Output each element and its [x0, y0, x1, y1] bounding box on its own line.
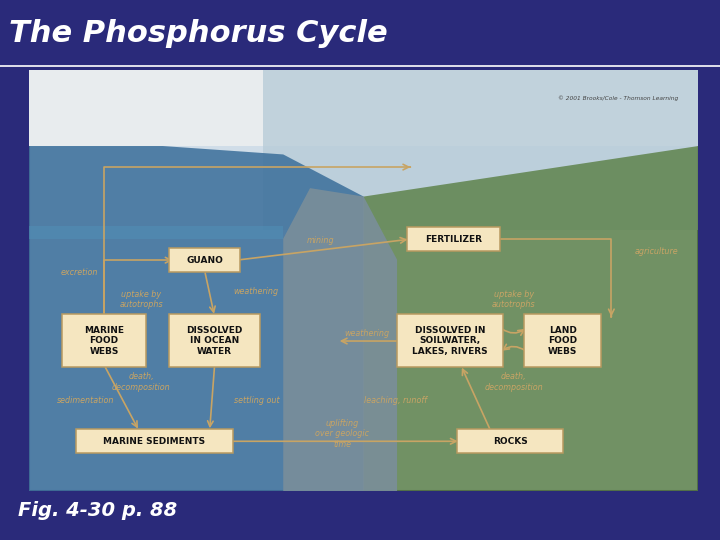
FancyBboxPatch shape [397, 314, 503, 367]
Text: leaching, runoff: leaching, runoff [364, 396, 427, 406]
Text: uptake by
autotrophs: uptake by autotrophs [492, 290, 536, 309]
Text: death,
decomposition: death, decomposition [485, 372, 543, 391]
Text: excretion: excretion [60, 268, 98, 277]
Text: mining: mining [306, 237, 334, 245]
Text: ROCKS: ROCKS [493, 437, 528, 446]
Text: LAND
FOOD
WEBS: LAND FOOD WEBS [548, 326, 577, 356]
Polygon shape [29, 146, 364, 491]
Text: DISSOLVED
IN OCEAN
WATER: DISSOLVED IN OCEAN WATER [186, 326, 243, 356]
Text: MARINE SEDIMENTS: MARINE SEDIMENTS [103, 437, 205, 446]
Text: weathering: weathering [344, 329, 390, 338]
Text: settling out: settling out [234, 396, 279, 406]
Text: Fig. 4-30 p. 88: Fig. 4-30 p. 88 [18, 501, 177, 520]
Text: The Phosphorus Cycle: The Phosphorus Cycle [9, 19, 387, 48]
Text: uptake by
autotrophs: uptake by autotrophs [120, 290, 163, 309]
Text: weathering: weathering [233, 287, 278, 296]
Text: MARINE
FOOD
WEBS: MARINE FOOD WEBS [84, 326, 124, 356]
Text: sedimentation: sedimentation [57, 396, 114, 406]
FancyBboxPatch shape [76, 429, 233, 454]
Text: © 2001 Brooks/Cole - Thomson Learning: © 2001 Brooks/Cole - Thomson Learning [558, 96, 678, 101]
Text: GUANO: GUANO [186, 255, 223, 265]
FancyBboxPatch shape [169, 314, 260, 367]
Text: uplifting
over geologic
time: uplifting over geologic time [315, 419, 369, 449]
Text: agriculture: agriculture [635, 247, 678, 256]
FancyBboxPatch shape [29, 70, 698, 146]
FancyBboxPatch shape [169, 248, 240, 272]
FancyBboxPatch shape [264, 70, 698, 230]
FancyBboxPatch shape [29, 70, 698, 491]
FancyBboxPatch shape [407, 227, 500, 251]
FancyBboxPatch shape [63, 314, 146, 367]
FancyBboxPatch shape [457, 429, 563, 454]
Text: DISSOLVED IN
SOILWATER,
LAKES, RIVERS: DISSOLVED IN SOILWATER, LAKES, RIVERS [412, 326, 487, 356]
Polygon shape [283, 188, 397, 491]
Text: FERTILIZER: FERTILIZER [425, 234, 482, 244]
Polygon shape [29, 226, 283, 239]
FancyBboxPatch shape [524, 314, 601, 367]
Text: death,
decomposition: death, decomposition [112, 372, 171, 391]
Polygon shape [364, 146, 698, 491]
